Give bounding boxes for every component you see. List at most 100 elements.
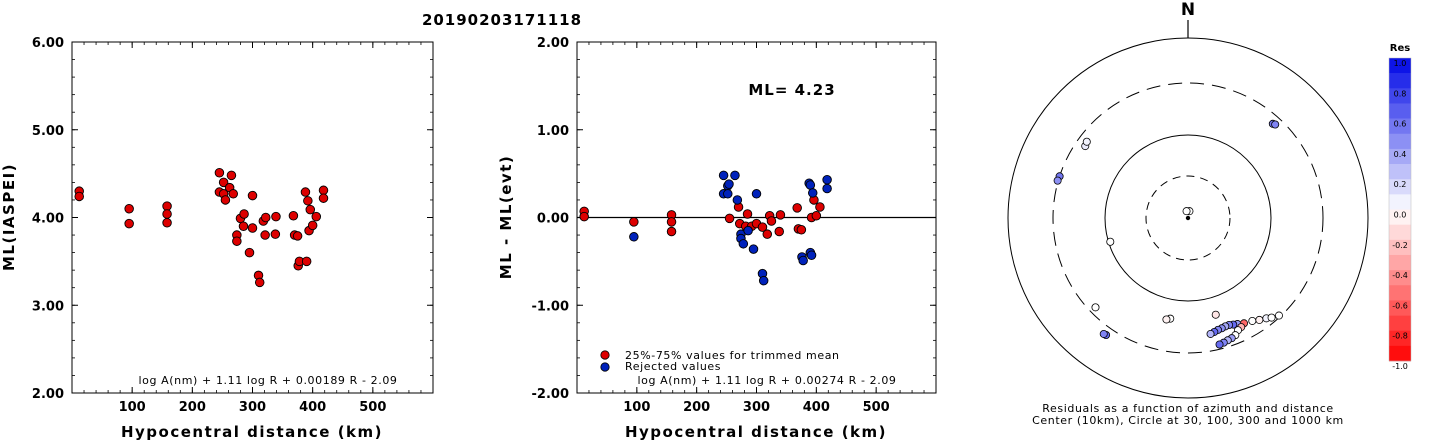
plot2-points <box>579 170 832 286</box>
accepted-point <box>762 229 773 239</box>
ytick-label: -2.00 <box>532 387 569 402</box>
ring-30km <box>1145 175 1231 261</box>
rejected-point <box>723 189 733 199</box>
plot1-points <box>74 167 329 288</box>
accepted-point <box>162 201 172 211</box>
colorbar-label: 0.6 <box>1394 120 1407 129</box>
legend-rejected-label: Rejected values <box>625 360 721 373</box>
panel-residual-vs-distance: 100 200 300 400 500 -2.00 -1.00 0.00 1.00 2.00 ML… <box>497 36 937 441</box>
xtick-label: 100 <box>623 400 650 415</box>
accepted-point <box>254 277 265 288</box>
station-marker <box>1162 315 1171 324</box>
colorbar-label: -0.4 <box>1392 271 1408 280</box>
colorbar-label: 0.4 <box>1394 150 1407 159</box>
xtick-label: 500 <box>863 400 890 415</box>
ring-100km <box>1104 134 1272 302</box>
accepted-point <box>239 209 249 219</box>
accepted-point <box>124 218 134 229</box>
colorbar-cell <box>1389 254 1411 271</box>
station-marker <box>1211 310 1220 319</box>
accepted-point <box>318 185 329 196</box>
accepted-point <box>74 191 84 202</box>
rejected-point <box>629 232 639 242</box>
colorbar-label: 0.2 <box>1394 180 1407 189</box>
accepted-point <box>815 202 825 212</box>
accepted-point <box>311 211 322 222</box>
rejected-point <box>732 195 743 205</box>
rejected-point <box>822 183 832 194</box>
accepted-point <box>260 212 271 223</box>
polar-caption-line2: Center (10km), Circle at 30, 100, 300 an… <box>1032 414 1344 427</box>
xtick-label: 200 <box>179 400 206 415</box>
accepted-point <box>303 196 313 206</box>
colorbar-cell <box>1389 345 1411 362</box>
accepted-point <box>260 230 270 240</box>
accepted-point <box>766 216 777 226</box>
accepted-point <box>666 217 677 227</box>
rejected-point <box>748 244 759 254</box>
xtick-label: 300 <box>743 400 770 415</box>
rejected-point <box>758 275 769 286</box>
ytick-label: 4.00 <box>32 212 64 227</box>
xtick-label: 400 <box>299 400 326 415</box>
rejected-point <box>751 189 762 199</box>
accepted-point <box>244 247 255 258</box>
accepted-point <box>774 226 784 237</box>
ytick-label: 2.00 <box>32 387 64 402</box>
ytick-label: 0.00 <box>537 212 569 227</box>
station-marker <box>1053 176 1062 185</box>
colorbar-cell <box>1389 88 1411 104</box>
ytick-label: 6.00 <box>32 36 64 51</box>
accepted-point <box>305 204 316 215</box>
station-marker <box>1271 120 1280 129</box>
ring-300km <box>1052 82 1324 354</box>
xtick-label: 100 <box>119 400 146 415</box>
colorbar-cell <box>1389 58 1411 74</box>
plot1-ylabel: ML(IASPEI) <box>0 163 18 271</box>
plot2-formula: log A(nm) + 1.11 log R + 0.00274 R - 2.0… <box>637 374 896 387</box>
colorbar-cell <box>1389 148 1411 165</box>
panel-azimuthal-residuals: N Residuals as a function of azimuth and… <box>1007 0 1369 427</box>
colorbar-cell <box>1389 315 1411 331</box>
accepted-point <box>247 223 258 233</box>
accepted-point <box>214 167 225 178</box>
accepted-point <box>226 170 237 181</box>
accepted-point <box>579 211 589 222</box>
accepted-point <box>270 229 281 239</box>
plot1-formula: log A(nm) + 1.11 log R + 0.00189 R - 2.0… <box>138 374 397 387</box>
colorbar: Res 1.0 0.8 0.6 0.4 0.2 0.0 -0.2 -0.4 -0.6 -0.8 -1… <box>1388 43 1412 371</box>
station-marker <box>1206 329 1215 338</box>
ytick-label: 5.00 <box>32 124 64 139</box>
plot2-xlabel: Hypocentral distance (km) <box>625 423 887 441</box>
colorbar-title: Res <box>1390 43 1410 54</box>
ytick-label: 1.00 <box>537 124 569 139</box>
accepted-point <box>162 209 172 219</box>
plot1-ticks: 100 200 300 400 500 2.00 3.00 4.00 5.00 6.00 <box>32 36 434 415</box>
colorbar-cell <box>1389 330 1411 347</box>
north-label: N <box>1181 0 1195 20</box>
colorbar-cell <box>1389 118 1411 135</box>
plot2-ticks: 100 200 300 400 500 -2.00 -1.00 0.00 1.00 2.00 <box>532 36 937 415</box>
colorbar-cell <box>1389 164 1411 180</box>
panel-ml-vs-distance: 100 200 300 400 500 2.00 3.00 4.00 5.00 6.00 log … <box>0 36 434 441</box>
plot1-frame <box>71 41 434 394</box>
accepted-point <box>238 221 249 232</box>
rejected-point <box>798 255 808 266</box>
xtick-label: 200 <box>683 400 710 415</box>
accepted-point <box>218 177 229 188</box>
rejected-point <box>807 188 818 198</box>
rejected-point <box>822 175 832 185</box>
colorbar-cell <box>1389 73 1411 89</box>
station-marker <box>1099 329 1108 338</box>
station-marker <box>1267 313 1276 322</box>
accepted-point <box>301 256 312 267</box>
plot2-ylabel: ML - ML(evt) <box>497 155 515 279</box>
legend-accepted-marker <box>600 350 610 360</box>
colorbar-label: -0.2 <box>1392 241 1408 250</box>
rejected-point <box>724 179 734 189</box>
colorbar-label: 1.0 <box>1394 59 1407 68</box>
colorbar-labels: 1.0 0.8 0.6 0.4 0.2 0.0 -0.2 -0.4 -0.6 -0.8 -1.0 <box>1392 59 1408 371</box>
colorbar-cell <box>1389 194 1411 210</box>
colorbar-cell <box>1389 179 1411 195</box>
